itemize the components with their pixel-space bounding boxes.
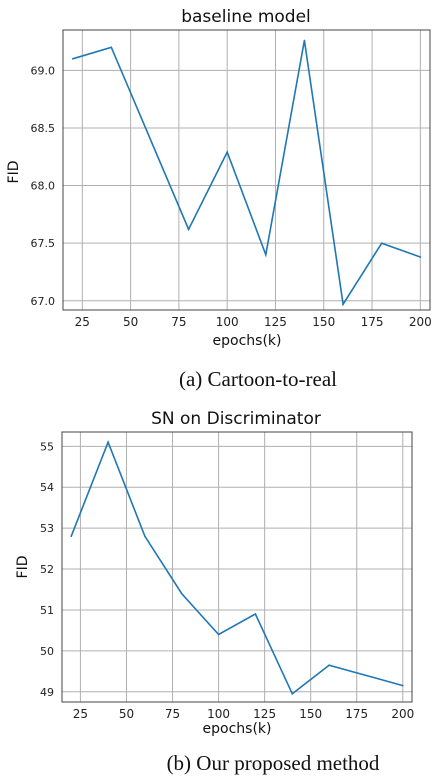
data-point [328, 664, 330, 666]
plot-frame [62, 29, 431, 311]
x-tick-label: 50 [123, 315, 138, 329]
x-axis-label: epochs(k) [203, 721, 272, 737]
x-tick-label: 100 [216, 315, 239, 329]
x-tick-label: 50 [119, 707, 134, 721]
grid [63, 30, 430, 310]
data-point [226, 151, 228, 153]
y-axis-label: FID [15, 556, 31, 579]
y-tick-label: 54 [40, 481, 54, 494]
x-tick-label: 150 [312, 315, 335, 329]
y-tick-label: 68.0 [31, 180, 56, 193]
y-tick-label: 67.0 [31, 295, 56, 308]
x-tick-label: 200 [409, 315, 432, 329]
data-point [401, 684, 404, 687]
x-tick-labels: 25 50 75 100 125 150 175 200 [73, 707, 414, 721]
y-axis-label: FID [6, 161, 22, 184]
data-point [342, 303, 344, 306]
data-point [419, 256, 422, 258]
y-tick-label: 50 [40, 645, 54, 658]
x-tick-label: 150 [299, 707, 322, 721]
y-tick-label: 52 [40, 563, 54, 576]
x-tick-label: 125 [253, 707, 276, 721]
panel-baseline-model: baseline model 25 50 75 100 125 150 175 200 67.… [6, 7, 432, 391]
data-point [180, 592, 183, 595]
y-tick-label: 51 [40, 604, 54, 617]
data-points [70, 441, 404, 695]
figure-caption: (b) Our proposed method [167, 751, 380, 775]
y-tick-label: 68.5 [31, 122, 56, 135]
x-tick-label: 25 [73, 707, 88, 721]
x-tick-label: 75 [171, 315, 186, 329]
data-point [217, 633, 220, 636]
y-tick-label: 55 [40, 440, 54, 453]
data-point [107, 441, 109, 444]
x-axis-label: epochs(k) [213, 333, 282, 349]
series-line [72, 40, 421, 307]
data-point [71, 58, 74, 60]
plot-frame [61, 431, 413, 703]
data-point [254, 613, 257, 615]
y-tick-label: 49 [40, 686, 54, 699]
x-tick-label: 175 [361, 315, 384, 329]
x-tick-label: 200 [391, 707, 414, 721]
data-point [110, 46, 113, 49]
y-tick-label: 69.0 [31, 64, 56, 77]
x-tick-label: 175 [345, 707, 368, 721]
x-tick-label: 100 [207, 707, 230, 721]
x-tick-label: 125 [264, 315, 287, 329]
chart-title: baseline model [181, 7, 311, 27]
x-tick-label: 25 [75, 315, 90, 329]
data-point [144, 535, 146, 538]
chart-title: SN on Discriminator [151, 409, 321, 429]
y-tick-label: 53 [40, 522, 54, 535]
x-tick-labels: 25 50 75 100 125 150 175 200 [75, 315, 432, 329]
data-point [265, 253, 267, 256]
x-tick-label: 75 [165, 707, 180, 721]
series-line [70, 440, 404, 696]
y-tick-labels: 49 50 51 52 53 54 55 [40, 440, 54, 698]
data-point [380, 242, 383, 244]
data-points [71, 39, 422, 306]
figure-caption: (a) Cartoon-to-real [179, 367, 337, 391]
data-point [303, 39, 306, 42]
y-tick-labels: 67.0 67.5 68.0 68.5 69.0 [31, 64, 56, 307]
data-point [291, 693, 294, 695]
data-point [187, 228, 190, 231]
y-tick-label: 67.5 [31, 237, 56, 250]
panel-sn-on-discriminator: SN on Discriminator 25 50 75 100 125 150 175 20… [15, 409, 414, 775]
grid [62, 432, 412, 702]
data-point [70, 535, 73, 538]
